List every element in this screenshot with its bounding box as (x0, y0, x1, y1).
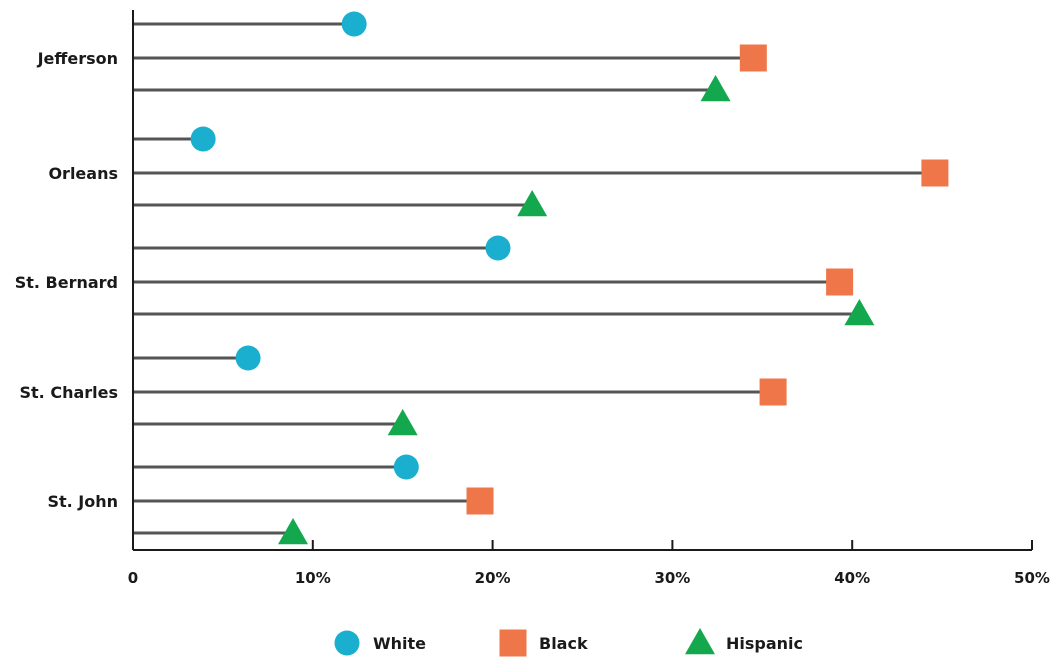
legend-label: White (373, 634, 426, 653)
data-point-black (759, 378, 787, 406)
data-point-hispanic (844, 299, 875, 326)
category-label: St. Bernard (15, 273, 118, 292)
x-tick-label: 50% (1014, 569, 1050, 587)
data-point-hispanic (278, 518, 309, 545)
data-point-black (466, 487, 494, 515)
legend-marker-hispanic (685, 628, 715, 655)
x-tick-label: 30% (654, 569, 690, 587)
category-label: St. John (47, 492, 118, 511)
data-point-black (826, 268, 854, 296)
data-point-white (341, 11, 367, 37)
markers-layer (190, 11, 949, 545)
stems-layer (133, 22, 935, 535)
x-tick-label: 10% (295, 569, 331, 587)
data-point-white (190, 126, 216, 152)
x-tick-label: 40% (834, 569, 870, 587)
category-labels: Jefferson Orleans St. Bernard St. Charles St… (15, 49, 118, 511)
x-axis-ticks: 0 10% 20% 30% 40% 50% (128, 540, 1050, 587)
data-point-black (921, 159, 949, 187)
category-label: St. Charles (20, 383, 119, 402)
category-label: Jefferson (37, 49, 118, 68)
legend-label: Black (539, 634, 588, 653)
axes-layer (132, 10, 1032, 551)
legend-marker-white (334, 630, 360, 656)
legend-marker-black (499, 629, 527, 657)
data-point-hispanic (517, 190, 548, 217)
x-tick-label: 0 (128, 569, 138, 587)
x-tick-label: 20% (475, 569, 511, 587)
data-point-white (393, 454, 419, 480)
legend-label: Hispanic (726, 634, 803, 653)
data-point-black (739, 44, 767, 72)
data-point-hispanic (700, 75, 731, 102)
data-point-white (235, 345, 261, 371)
legend: White Black Hispanic (334, 628, 803, 657)
data-point-white (485, 235, 511, 261)
category-label: Orleans (48, 164, 118, 183)
data-point-hispanic (387, 409, 418, 436)
